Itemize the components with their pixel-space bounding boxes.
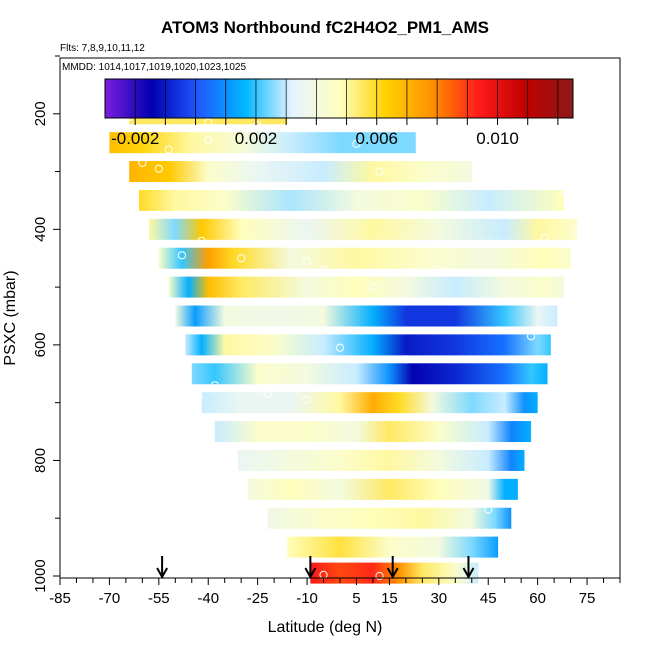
heatmap-band	[129, 161, 472, 183]
heatmap-bands	[109, 103, 578, 584]
sample-marker	[401, 355, 410, 364]
sample-marker	[526, 528, 536, 537]
colorbar-tick-label: 0.002	[235, 129, 278, 148]
sample-marker	[164, 145, 173, 154]
colorbar-tick-label: 0.006	[355, 129, 398, 148]
axes: -85 -70 -55 -40 -25 -10 5 15 30 45 60 75 200 400 600 80…	[32, 55, 621, 607]
y-tick-label: 400	[32, 217, 49, 242]
heatmap-band	[168, 276, 565, 298]
latitude-arrow	[156, 556, 168, 580]
y-tick-label: 200	[32, 101, 49, 126]
sample-marker	[540, 233, 549, 243]
heatmap-band	[109, 132, 416, 154]
x-tick-label: -40	[197, 590, 219, 607]
sample-marker	[302, 257, 312, 266]
sample-marker	[434, 265, 443, 274]
latitude-arrow	[304, 556, 317, 580]
sample-marker	[237, 254, 246, 263]
sample-marker	[375, 167, 384, 176]
chart-title: ATOM3 Northbound fC2H4O2_PM1_AMS	[160, 18, 490, 37]
sample-marker	[573, 228, 582, 237]
sample-marker	[194, 392, 203, 401]
y-tick-label: 1000	[32, 559, 49, 592]
latitude-arrows	[156, 556, 475, 580]
sample-marker	[210, 381, 219, 390]
sample-marker	[411, 124, 420, 133]
sample-marker	[138, 158, 147, 167]
y-tick-label: 800	[32, 448, 49, 473]
sample-marker	[368, 283, 378, 292]
y-tick-label: 600	[32, 332, 49, 357]
arrow-head	[386, 567, 399, 580]
sample-marker	[352, 139, 361, 148]
x-tick-label: 60	[529, 590, 546, 607]
sample-marker	[197, 236, 206, 245]
heatmap-band	[158, 247, 571, 269]
flights-label: Flts: 7,8,9,10,11,12	[60, 43, 145, 54]
sample-marker	[319, 265, 328, 274]
x-axis-label: Latitude (deg N)	[268, 619, 383, 636]
sample-marker	[368, 441, 378, 451]
colorbar: -0.002 0.002 0.006 0.010	[104, 78, 574, 148]
latitude-arrow	[462, 556, 475, 580]
colorbar-tick-label: -0.002	[111, 129, 159, 148]
x-tick-label: -55	[148, 590, 170, 607]
x-tick-label: 5	[352, 590, 360, 607]
heatmap-band	[185, 334, 551, 356]
sample-marker	[526, 332, 536, 341]
heatmap-band	[237, 449, 525, 471]
sample-marker	[302, 395, 312, 404]
heatmap-band	[247, 478, 518, 500]
sample-marker	[204, 118, 213, 127]
x-tick-label: -85	[49, 590, 71, 607]
heatmap-band	[191, 363, 548, 385]
sample-marker	[253, 121, 262, 130]
arrow-head	[156, 567, 168, 580]
x-tick-label: 30	[430, 590, 447, 607]
colorbar-rect	[104, 78, 574, 119]
x-tick-label: -10	[296, 590, 318, 607]
x-tick-label: -70	[99, 590, 121, 607]
sample-marker	[375, 571, 384, 581]
x-tick-label: 15	[381, 590, 398, 607]
sample-marker	[484, 505, 493, 514]
x-tick-label: 45	[480, 590, 497, 607]
heatmap-band	[214, 421, 532, 443]
y-axis-label: PSXC (mbar)	[2, 270, 19, 365]
sample-marker	[477, 569, 486, 578]
heatmap-band	[139, 189, 564, 211]
sample-marker	[559, 187, 569, 196]
sample-marker	[204, 135, 213, 144]
sample-marker	[451, 297, 460, 306]
sample-marker	[263, 389, 272, 399]
colorbar-tick-label: 0.010	[476, 129, 519, 148]
sample-marker	[177, 251, 186, 260]
sample-marker	[154, 164, 163, 173]
heatmap-band	[148, 218, 578, 240]
x-tick-label: 75	[579, 590, 596, 607]
x-tick-label: -25	[247, 590, 269, 607]
latitude-arrow	[386, 556, 399, 580]
heatmap-band	[267, 507, 512, 529]
arrow-head	[304, 567, 317, 580]
heatmap-band	[175, 305, 558, 327]
heatmap-band	[201, 392, 538, 414]
sample-marker	[335, 343, 345, 352]
arrow-head	[462, 567, 475, 580]
dates-label: MMDD: 1014,1017,1019,1020,1023,1025	[62, 62, 247, 73]
heatmap-band	[287, 536, 499, 558]
